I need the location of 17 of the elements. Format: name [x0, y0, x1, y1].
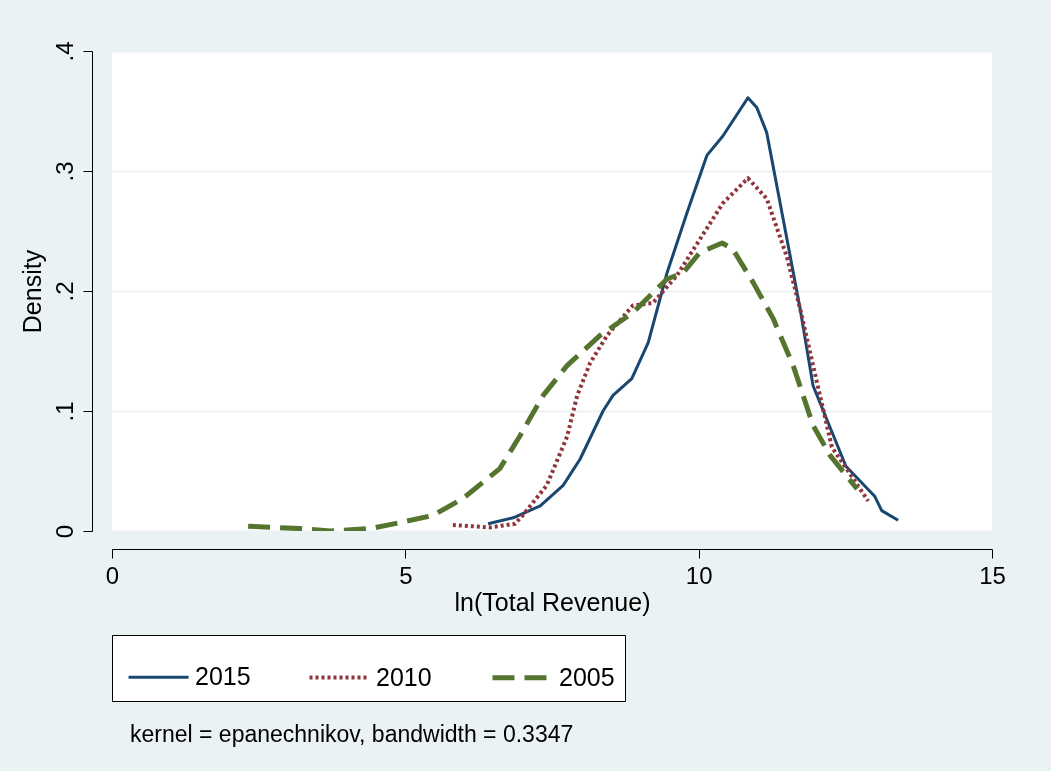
x-axis-title: ln(Total Revenue) [454, 587, 651, 616]
x-tick-label: 10 [685, 561, 713, 589]
x-tick-label: 0 [105, 561, 120, 589]
x-tick-label: 5 [399, 561, 413, 589]
y-tick-label: .1 [50, 401, 78, 422]
y-tick-label: .4 [50, 41, 78, 62]
y-tick-label: .3 [50, 161, 78, 182]
text: kernel = epanechnikov, bandwidth = 0.3347 [130, 721, 575, 748]
line-series [486, 96, 900, 526]
y-axis-title: Density [17, 249, 46, 334]
x-tick-label: 15 [979, 561, 1006, 589]
legend-label: 2005 [559, 662, 615, 691]
y-tick-label: .2 [50, 281, 78, 302]
legend-label: 2010 [376, 662, 432, 691]
y-tick-label: 0 [50, 524, 78, 539]
legend-label: 2015 [195, 662, 251, 691]
line-series [450, 176, 871, 530]
